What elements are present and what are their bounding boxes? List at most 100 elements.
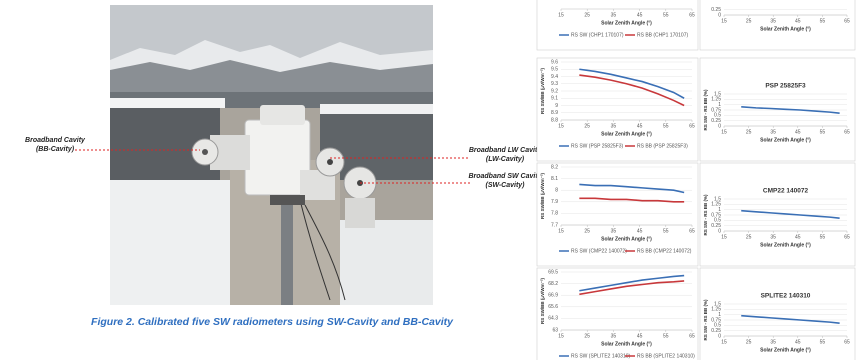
legend-label: RS BB (CHP1 170107)	[637, 32, 688, 38]
legend-label: RS SW (CMP22 140072)	[571, 248, 627, 254]
x-tick-label: 15	[558, 12, 564, 18]
y-tick-label: 7.8	[551, 211, 558, 217]
x-tick-label: 15	[721, 18, 727, 24]
y-tick-label: 8.1	[551, 176, 558, 182]
y-tick-label: 0.25	[711, 118, 721, 124]
x-tick-label: 45	[637, 228, 643, 234]
x-tick-label: 65	[844, 129, 850, 135]
x-axis-label: Solar Zenith Angle (°)	[601, 341, 652, 347]
x-tick-label: 55	[663, 12, 669, 18]
chart-title: PSP 25825F3	[765, 83, 806, 90]
x-tick-label: 65	[844, 234, 850, 240]
y-axis-label: RS SW/BB (μV/Wm⁻²)	[540, 278, 545, 324]
chart-frame	[700, 163, 855, 266]
x-tick-label: 45	[795, 18, 801, 24]
photo	[75, 5, 470, 305]
legend-label: RS SW (SPLITE2 140310)	[571, 353, 631, 359]
y-tick-label: 8.2	[551, 164, 558, 170]
y-tick-label: 0.25	[711, 7, 721, 13]
annotation: (BB-Cavity)	[36, 146, 75, 153]
annotation: (LW-Cavity)	[486, 156, 525, 163]
y-tick-label: 7.9	[551, 199, 558, 205]
y-tick-label: 1	[718, 102, 721, 108]
x-tick-label: 15	[721, 129, 727, 135]
y-tick-label: 0.75	[711, 212, 721, 218]
y-tick-label: 8.9	[551, 110, 558, 116]
x-axis-label: Solar Zenith Angle (°)	[760, 347, 811, 353]
x-tick-label: 25	[584, 333, 590, 339]
x-tick-label: 15	[558, 228, 564, 234]
legend-label: RS SW (CHP1 170107)	[571, 32, 624, 38]
x-tick-label: 65	[689, 333, 695, 339]
y-axis-label: RS SW - RS BB (%)	[703, 299, 708, 341]
x-tick-label: 35	[770, 129, 776, 135]
y-tick-label: 9.5	[551, 67, 558, 73]
y-tick-label: 0.75	[711, 107, 721, 113]
y-tick-label: 9.3	[551, 81, 558, 87]
x-tick-label: 55	[820, 18, 826, 24]
x-tick-label: 65	[689, 123, 695, 129]
x-tick-label: 35	[770, 339, 776, 345]
y-tick-label: 9.1	[551, 96, 558, 102]
chart-title: SPLITE2 140310	[761, 293, 811, 300]
x-axis-label: Solar Zenith Angle (°)	[760, 137, 811, 143]
y-tick-label: 8	[555, 188, 558, 194]
y-tick-label: 1.25	[711, 307, 721, 313]
x-tick-label: 35	[770, 234, 776, 240]
x-axis-label: Solar Zenith Angle (°)	[601, 20, 652, 26]
y-tick-label: 0.75	[711, 317, 721, 323]
y-tick-label: 68.2	[548, 281, 558, 287]
legend-label: RS BB (SPLITE2 140310)	[637, 353, 695, 359]
x-tick-label: 45	[637, 333, 643, 339]
y-axis-label: RS SW - RS BB (%)	[703, 89, 708, 131]
x-tick-label: 35	[611, 333, 617, 339]
annotation: (SW-Cavity)	[485, 182, 525, 189]
y-tick-label: 0.25	[711, 223, 721, 229]
chart-title: CMP22 140072	[763, 188, 809, 195]
x-tick-label: 55	[820, 129, 826, 135]
annotation: Broadband Cavity	[25, 137, 86, 144]
y-tick-label: 65.6	[548, 304, 558, 310]
y-tick-label: 0.25	[711, 328, 721, 334]
x-tick-label: 35	[611, 12, 617, 18]
x-tick-label: 55	[663, 333, 669, 339]
y-tick-label: 1.25	[711, 97, 721, 103]
y-tick-label: 1	[718, 207, 721, 213]
x-tick-label: 15	[558, 333, 564, 339]
y-tick-label: 1.5	[714, 196, 721, 202]
x-tick-label: 15	[721, 234, 727, 240]
y-tick-label: 0.5	[714, 323, 721, 329]
legend-label: RS SW (PSP 25825F3)	[571, 143, 623, 149]
annotation: Broadband SW Cavity	[468, 173, 542, 180]
x-tick-label: 35	[611, 123, 617, 129]
x-tick-label: 65	[689, 228, 695, 234]
y-axis-label: RS SW - RS BB (%)	[703, 194, 708, 236]
y-tick-label: 69.5	[548, 269, 558, 275]
y-tick-label: 1.5	[714, 301, 721, 307]
y-tick-label: 1.25	[711, 202, 721, 208]
x-tick-label: 45	[795, 339, 801, 345]
y-tick-label: 1	[718, 312, 721, 318]
x-tick-label: 25	[584, 228, 590, 234]
y-tick-label: 9	[555, 103, 558, 109]
x-tick-label: 55	[663, 123, 669, 129]
x-tick-label: 45	[795, 234, 801, 240]
x-tick-label: 35	[770, 18, 776, 24]
x-tick-label: 25	[746, 18, 752, 24]
x-tick-label: 25	[746, 129, 752, 135]
caption: Figure 2. Calibrated five SW radiometers…	[91, 316, 454, 328]
x-tick-label: 45	[637, 123, 643, 129]
x-axis-label: Solar Zenith Angle (°)	[760, 242, 811, 248]
chart-frame	[700, 268, 855, 360]
x-tick-label: 65	[844, 18, 850, 24]
x-axis-label: Solar Zenith Angle (°)	[601, 131, 652, 137]
y-axis-label: RS SW/BB (μV/Wm⁻²)	[540, 173, 545, 219]
y-tick-label: 9.4	[551, 74, 558, 80]
x-tick-label: 55	[820, 339, 826, 345]
legend-label: RS BB (PSP 25825F3)	[637, 143, 688, 149]
y-tick-label: 9.2	[551, 88, 558, 94]
legend-label: RS BB (CMP22 140072)	[637, 248, 692, 254]
x-tick-label: 15	[721, 339, 727, 345]
x-tick-label: 25	[584, 12, 590, 18]
y-tick-label: 0.5	[714, 218, 721, 224]
